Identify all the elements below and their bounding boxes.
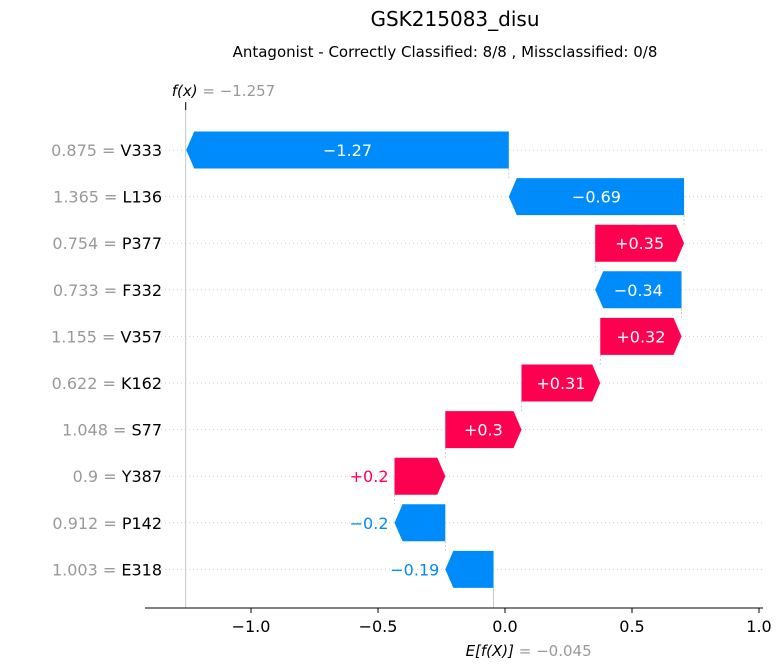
bar-value-label: −0.19	[390, 560, 439, 579]
bar-l136	[508, 178, 685, 216]
feature-label: 0.912 = P142	[52, 514, 162, 533]
feature-value: 1.365 =	[53, 188, 122, 207]
feature-value: 0.622 =	[52, 374, 121, 393]
feature-value: 0.754 =	[52, 234, 121, 253]
bar-value-label: +0.35	[615, 234, 664, 253]
base-value-name: E[f(X)]	[466, 642, 519, 660]
feature-value: 1.048 =	[62, 421, 131, 440]
feature-value: 0.912 =	[52, 514, 121, 533]
feature-label: 0.622 = K162	[52, 374, 162, 393]
bar-s77	[445, 411, 522, 449]
feature-name: V333	[121, 141, 162, 160]
output-value-text: = −1.257	[202, 82, 275, 100]
bar-value-label: +0.3	[464, 421, 503, 440]
feature-name: K162	[121, 374, 162, 393]
bar-p142	[394, 504, 446, 542]
chart-subtitle: Antagonist - Correctly Classified: 8/8 ,…	[233, 43, 658, 61]
bar-v333	[186, 131, 509, 169]
base-value-text: = −0.045	[519, 642, 592, 660]
bar-value-label: −0.2	[350, 514, 389, 533]
feature-label: 0.875 = V333	[51, 141, 162, 160]
feature-value: 0.875 =	[51, 141, 120, 160]
bar-value-label: +0.31	[536, 374, 585, 393]
bar-value-label: +0.32	[616, 327, 665, 346]
feature-label: 1.155 = V357	[51, 327, 162, 346]
feature-name: L136	[123, 188, 162, 207]
feature-labels: −1.27 0.875 = V333 −0.69 1.365 = L136 +0.35 0…	[51, 82, 665, 579]
bar-f332	[595, 271, 682, 309]
bar-v357	[600, 317, 682, 355]
bar-p377	[595, 224, 685, 262]
feature-value: 0.733 =	[53, 281, 122, 300]
bar-value-label: −1.27	[323, 141, 372, 160]
x-tick-label: 1.0	[746, 617, 771, 636]
bar-k162	[521, 364, 601, 402]
reference-lines	[185, 106, 685, 608]
x-tick-label: 0.5	[619, 617, 644, 636]
feature-value: 1.003 =	[52, 560, 121, 579]
contribution-bars	[186, 131, 685, 588]
feature-name: V357	[121, 327, 162, 346]
bar-y387	[394, 457, 446, 495]
feature-name: P377	[122, 234, 162, 253]
feature-name: F332	[122, 281, 162, 300]
feature-label: 0.733 = F332	[53, 281, 162, 300]
feature-value: 1.155 =	[51, 327, 120, 346]
feature-name: S77	[131, 421, 162, 440]
bar-value-label: −0.69	[572, 188, 621, 207]
x-axis: −1.0 −0.5 0.0 0.5 1.0 E[f(X)] = −0.045	[145, 102, 772, 660]
feature-label: 1.048 = S77	[62, 421, 162, 440]
x-tick-label: −1.0	[232, 617, 271, 636]
bar-e318	[445, 550, 494, 588]
base-value-label: E[f(X)] = −0.045	[466, 642, 592, 660]
chart-title: GSK215083_disu	[370, 7, 539, 31]
feature-name: E318	[121, 560, 162, 579]
feature-label: 0.754 = P377	[52, 234, 162, 253]
x-tick-label: −0.5	[359, 617, 398, 636]
feature-label: 1.365 = L136	[53, 188, 162, 207]
output-value-label: f(x) = −1.257	[172, 82, 275, 100]
feature-label: 1.003 = E318	[52, 560, 162, 579]
bar-value-label: +0.2	[350, 467, 389, 486]
feature-value: 0.9 =	[73, 467, 122, 486]
output-value-name: f(x)	[172, 82, 203, 100]
feature-label: 0.9 = Y387	[73, 467, 162, 486]
x-tick-label: 0.0	[492, 617, 517, 636]
bar-value-label: −0.34	[614, 281, 663, 300]
feature-name: P142	[122, 514, 162, 533]
feature-name: Y387	[121, 467, 162, 486]
